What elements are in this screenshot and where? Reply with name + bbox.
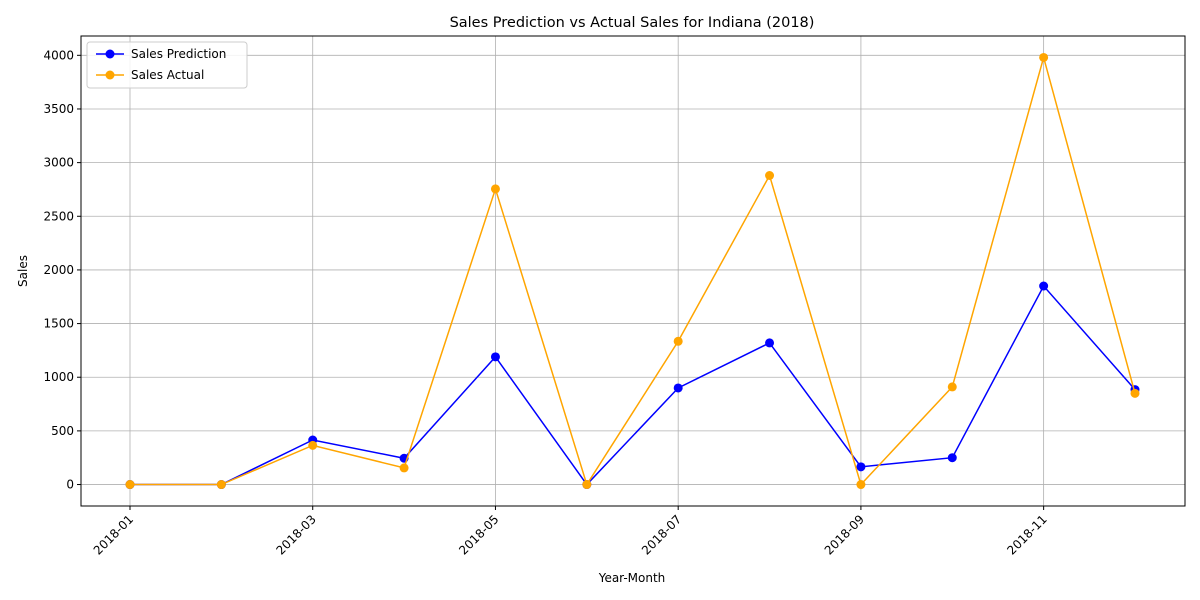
grid-lines: [81, 36, 1185, 506]
series-1-point: [1130, 388, 1140, 398]
legend-marker-actual: [105, 70, 115, 80]
series-1-point: [582, 480, 592, 490]
y-tick-label: 3500: [43, 102, 74, 116]
legend-label-actual: Sales Actual: [131, 68, 204, 82]
series-1-point: [308, 440, 318, 450]
series-line-0: [130, 284, 1136, 486]
y-tick-label: 1500: [43, 317, 74, 331]
y-axis-label: Sales: [16, 255, 30, 287]
series-0-point: [490, 352, 500, 362]
series-1-point: [947, 382, 957, 392]
y-tick-label: 500: [51, 424, 74, 438]
series-1-point: [125, 480, 135, 490]
series-0-point: [673, 383, 683, 393]
series-0-point: [1039, 281, 1049, 291]
series-1-point: [1039, 52, 1049, 62]
series-1-point: [856, 480, 866, 490]
series-0-point: [947, 453, 957, 463]
y-tick-label: 0: [66, 478, 74, 492]
series-1-point: [399, 463, 409, 473]
series-group: [125, 52, 1140, 490]
legend: Sales Prediction Sales Actual: [86, 41, 248, 89]
series-line-1: [130, 54, 1136, 487]
legend-box: [86, 41, 248, 89]
legend-label-prediction: Sales Prediction: [131, 47, 226, 61]
y-tick-label: 4000: [43, 48, 74, 62]
y-tick-label: 3000: [43, 156, 74, 170]
series-1-point: [490, 184, 500, 194]
series-1-point: [673, 336, 683, 346]
y-tick-label: 2500: [43, 209, 74, 223]
plot-area: [81, 36, 1185, 506]
legend-marker-prediction: [105, 49, 115, 59]
y-axis-ticks: 0 500 1000 1500 2000 2500 3000 3500 4000: [43, 48, 81, 492]
series-1-point: [765, 170, 775, 180]
series-0-point: [765, 338, 775, 348]
x-axis-label: Year-Month: [598, 571, 666, 585]
y-tick-label: 1000: [43, 370, 74, 384]
series-1-point: [216, 480, 226, 490]
plot-frame: [80, 35, 1186, 507]
chart-title: Sales Prediction vs Actual Sales for Ind…: [450, 15, 815, 31]
series-0-point: [856, 462, 866, 472]
y-tick-label: 2000: [43, 263, 74, 277]
